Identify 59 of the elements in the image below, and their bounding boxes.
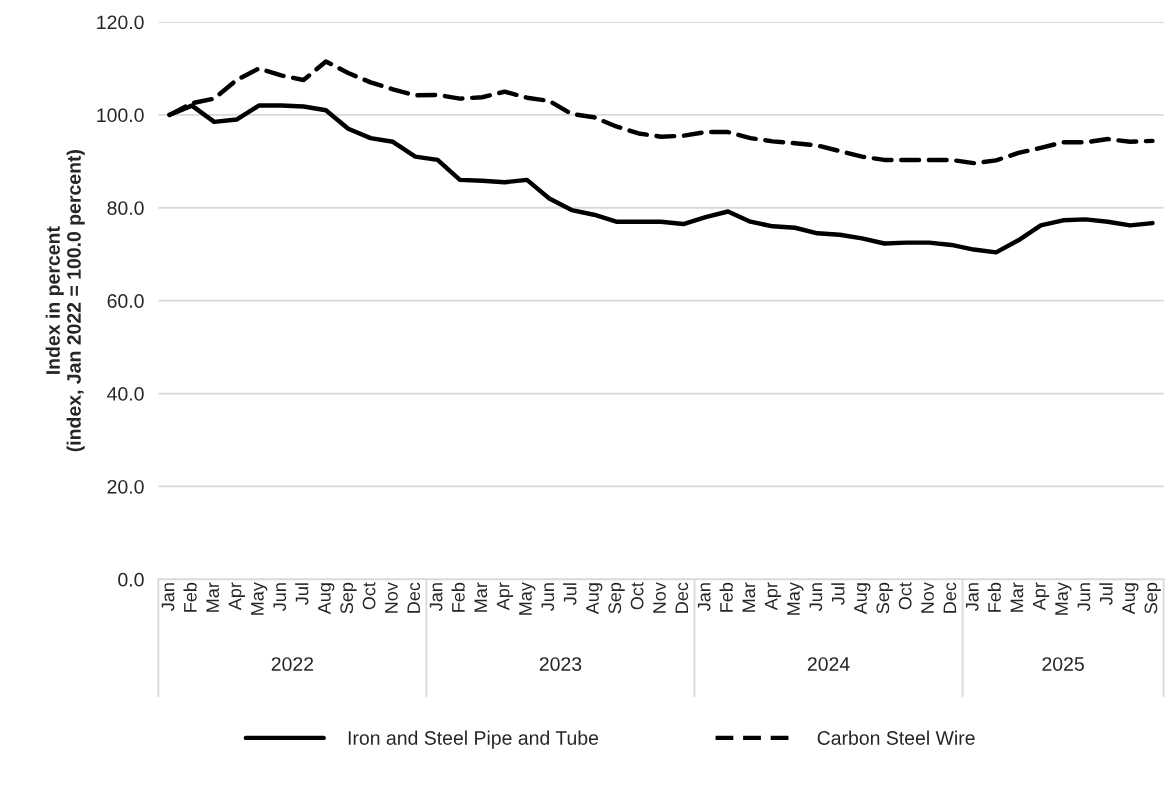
x-tick-label: Mar xyxy=(742,582,756,612)
x-tick-label: Oct xyxy=(630,582,644,610)
x-tick-label: Jun xyxy=(541,583,555,611)
x-tick-label: May xyxy=(787,582,804,615)
text: 2023 xyxy=(539,657,582,671)
x-tick-label: Sep xyxy=(340,582,357,614)
x-tick-label: Jan xyxy=(429,583,443,611)
x-tick-label: Feb xyxy=(451,582,465,612)
y-tick-label: 20.0 xyxy=(107,479,144,494)
x-tick-label: Aug xyxy=(854,583,871,615)
x-tick-label: Feb xyxy=(183,582,197,612)
text: 2024 xyxy=(807,657,850,671)
x-tick-label: Jul xyxy=(563,583,577,605)
x-tick-label: Apr xyxy=(496,582,514,611)
x-tick-label: Jun xyxy=(273,583,287,611)
x-tick-label: Oct xyxy=(898,582,912,610)
x-tick-label: May xyxy=(519,582,536,615)
x-tick-label: Jun xyxy=(1077,583,1091,611)
y-tick-label: 40.0 xyxy=(107,387,144,401)
x-tick-label: Jan xyxy=(161,583,175,611)
x-tick-label: Aug xyxy=(318,583,335,615)
y-tick-label: 60.0 xyxy=(107,294,144,308)
y-tick-label: 100.0 xyxy=(97,108,144,123)
x-tick-label: Feb xyxy=(719,582,733,612)
x-tick-label: Apr xyxy=(228,582,245,611)
x-tick-label: May xyxy=(1055,582,1072,615)
x-tick-label: Mar xyxy=(1010,582,1024,612)
x-tick-label: Dec xyxy=(943,582,957,613)
legend-label: Iron and Steel Pipe and Tube xyxy=(348,730,599,749)
x-tick-label: Jul xyxy=(831,583,845,605)
x-tick-label: May xyxy=(251,582,268,615)
y-tick-label: 120.0 xyxy=(97,15,144,30)
x-tick-label: Aug xyxy=(586,583,603,615)
x-tick-label: Oct xyxy=(362,582,376,610)
x-tick-label: Jun xyxy=(809,583,823,611)
x-tick-label: Mar xyxy=(474,582,488,612)
x-tick-label: Jul xyxy=(295,583,309,605)
x-tick-label: Apr xyxy=(1033,582,1050,611)
y-axis-title: Index in percent (index, Jan 2022 = 100.0 percent) xyxy=(45,150,85,452)
x-tick-label: Nov xyxy=(385,582,398,613)
x-tick-label: Nov xyxy=(653,582,666,613)
x-tick-label: Apr xyxy=(764,582,782,611)
y-tick-label: 0.0 xyxy=(118,572,144,587)
text: 2025 xyxy=(1042,657,1084,671)
y-tick-label: 80.0 xyxy=(107,201,144,215)
x-tick-label: Sep xyxy=(608,582,625,614)
legend-label: Carbon Steel Wire xyxy=(817,730,975,745)
x-tick-label: Jan xyxy=(965,583,979,611)
x-tick-label: Nov xyxy=(921,582,934,613)
x-tick-label: Jul xyxy=(1099,583,1113,605)
x-tick-label: Jan xyxy=(697,583,711,611)
x-tick-label: Mar xyxy=(206,582,220,612)
x-tick-label: Dec xyxy=(407,582,421,613)
x-tick-label: Sep xyxy=(876,582,893,614)
x-tick-label: Sep xyxy=(1144,582,1161,614)
x-tick-label: Dec xyxy=(675,582,689,613)
text: 2022 xyxy=(271,657,314,671)
x-tick-label: Feb xyxy=(987,582,1001,612)
x-tick-label: Aug xyxy=(1122,583,1139,615)
